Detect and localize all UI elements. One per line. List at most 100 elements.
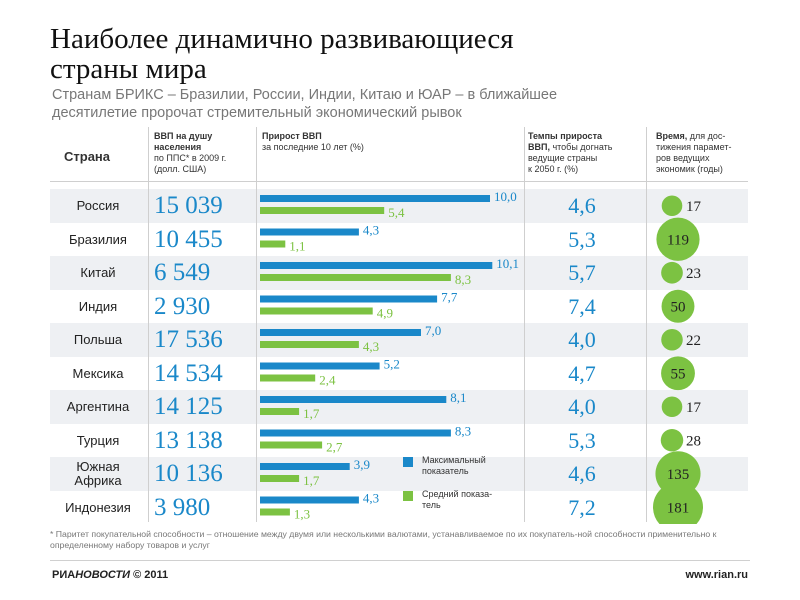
bar-avg <box>260 307 373 315</box>
bar-avg-label: 1,7 <box>303 473 320 488</box>
years-bubble <box>661 356 695 391</box>
years-bubble <box>661 328 683 351</box>
footer-divider <box>50 560 750 561</box>
required-growth-rate: 5,7 <box>568 260 596 285</box>
bar-max <box>260 362 380 370</box>
bar-max-label: 8,3 <box>455 424 471 439</box>
header-country: Страна <box>64 149 111 164</box>
subtitle: Странам БРИКС – Бразилии, России, Индии,… <box>52 86 752 122</box>
years-bubble-chart: 17 119 23 50 22 55 17 28 135 181 <box>653 195 703 524</box>
gdp-per-capita-value: 10 136 <box>154 460 223 487</box>
years-bubble <box>661 195 683 217</box>
header-time: Время, для дос- тижения парамет-ров веду… <box>656 131 732 174</box>
bar-max <box>260 396 447 403</box>
required-growth-rate: 4,6 <box>568 193 596 218</box>
country-name: Индонезия <box>65 499 131 515</box>
bar-avg <box>260 374 316 382</box>
table-row: Мексика 14 534 4,7 <box>50 357 748 391</box>
header-separator <box>50 181 748 182</box>
years-label: 22 <box>686 333 701 349</box>
column-separator <box>646 127 647 522</box>
bar-max-label: 8,1 <box>450 390 466 405</box>
title-line-1: Наиболее динамично развивающиеся <box>50 23 514 55</box>
bar-avg-label: 2,7 <box>326 440 343 455</box>
legend-swatch-avg <box>403 491 413 501</box>
ria-novosti-logo: РИАНОВОСТИ © 2011 <box>52 569 169 581</box>
bar-max-label: 10,1 <box>496 256 519 271</box>
required-growth-rate: 4,6 <box>568 461 596 486</box>
country-name: Мексика <box>72 365 124 381</box>
bar-avg <box>260 240 286 248</box>
bar-max-label: 3,9 <box>354 457 370 472</box>
bar-avg-label: 1,7 <box>303 406 320 421</box>
bar-avg <box>260 274 451 281</box>
subtitle-line-1: Странам БРИКС – Бразилии, России, Индии,… <box>52 87 558 103</box>
column-separator <box>148 127 149 522</box>
bar-max <box>260 429 451 437</box>
bar-avg <box>260 475 300 482</box>
required-growth-rate: 7,4 <box>568 293 596 319</box>
bar-max <box>260 195 490 202</box>
gdp-per-capita-value: 3 980 <box>154 493 211 521</box>
country-name: Польша <box>73 332 123 347</box>
header-gdp: ВВП на душу населения по ППС* в 2009 г. (д… <box>154 131 227 174</box>
years-bubble <box>653 482 703 524</box>
bar-avg <box>260 408 300 415</box>
years-label: 135 <box>667 467 690 483</box>
bar-avg <box>260 441 323 449</box>
bar-avg-label: 2,4 <box>319 373 336 388</box>
table-row: Индия 2 930 7,4 <box>50 290 748 324</box>
years-label: 28 <box>686 433 701 449</box>
required-growth-rate: 7,2 <box>568 494 596 520</box>
table-row: Китай 6 549 5,7 <box>50 256 748 290</box>
bar-max <box>260 329 421 336</box>
required-growth-rate: 5,3 <box>568 226 596 252</box>
legend-swatch-max <box>403 457 413 467</box>
bar-avg-label: 1,3 <box>294 507 310 522</box>
source-url: www.rian.ru <box>685 569 748 581</box>
table-row: Бразилия 10 455 5,3 <box>50 223 748 257</box>
required-growth-rate: 4,7 <box>568 360 596 386</box>
bar-avg <box>260 207 385 214</box>
years-label: 181 <box>667 500 690 516</box>
bar-avg <box>260 341 359 348</box>
years-bubble <box>661 261 683 284</box>
gdp-per-capita-value: 14 534 <box>154 359 223 387</box>
header-rate: Темпы прироста ВВП, чтобы догнать ведущие… <box>528 131 613 174</box>
bar-avg-label: 1,1 <box>289 239 305 254</box>
subtitle-line-2: десятилетие пророчат стремительный эконо… <box>52 105 462 121</box>
bar-max <box>260 463 350 470</box>
years-bubble <box>656 217 700 261</box>
table-row: Россия 15 039 4,6 <box>50 189 748 223</box>
required-growth-rate: 4,0 <box>568 394 596 419</box>
bar-max <box>260 496 359 504</box>
bar-avg-label: 8,3 <box>455 272 471 287</box>
country-name: Бразилия <box>69 231 127 247</box>
gdp-per-capita-value: 15 039 <box>154 192 223 219</box>
data-table: Россия 15 039 4,6 Бразилия 10 455 5,3 Китай 6 5… <box>50 127 750 524</box>
bar-max <box>260 295 438 303</box>
bar-max-label: 4,3 <box>363 223 379 238</box>
country-name: Индия <box>78 298 118 314</box>
page-title: Наиболее динамично развивающиеся страны … <box>50 24 750 84</box>
footnote: * Паритет покупательной способности – от… <box>50 529 717 550</box>
years-label: 50 <box>671 299 686 315</box>
years-label: 17 <box>686 400 702 416</box>
years-label: 17 <box>686 199 702 215</box>
years-label: 119 <box>667 232 689 248</box>
bar-max-label: 10,0 <box>494 189 517 204</box>
bar-max <box>260 228 359 236</box>
title-line-2: страны мира <box>50 53 207 85</box>
bar-max-label: 4,3 <box>363 491 379 506</box>
bar-avg-label: 5,4 <box>388 205 405 220</box>
country-name: Россия <box>76 198 120 213</box>
country-name: Турция <box>76 432 120 448</box>
bar-avg-label: 4,9 <box>377 306 393 321</box>
gdp-per-capita-value: 14 125 <box>154 393 223 420</box>
years-bubble <box>661 289 695 323</box>
gdp-per-capita-value: 10 455 <box>154 225 223 253</box>
bar-avg-label: 4,3 <box>363 339 379 354</box>
table-row: Польша 17 536 4,0 <box>50 323 748 357</box>
gdp-per-capita-value: 17 536 <box>154 326 223 353</box>
years-label: 23 <box>686 266 701 282</box>
